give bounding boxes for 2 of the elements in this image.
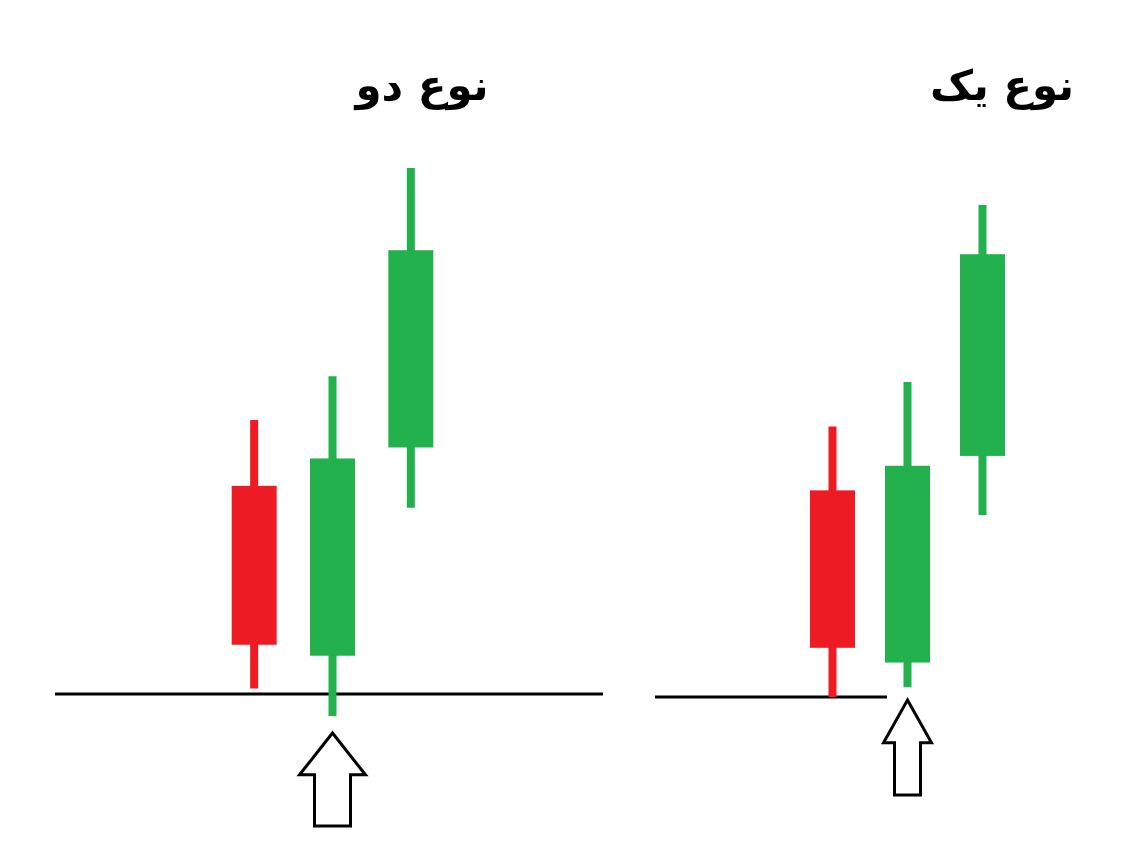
title: نوع یک: [929, 61, 1075, 110]
title: نوع دو: [355, 61, 489, 110]
